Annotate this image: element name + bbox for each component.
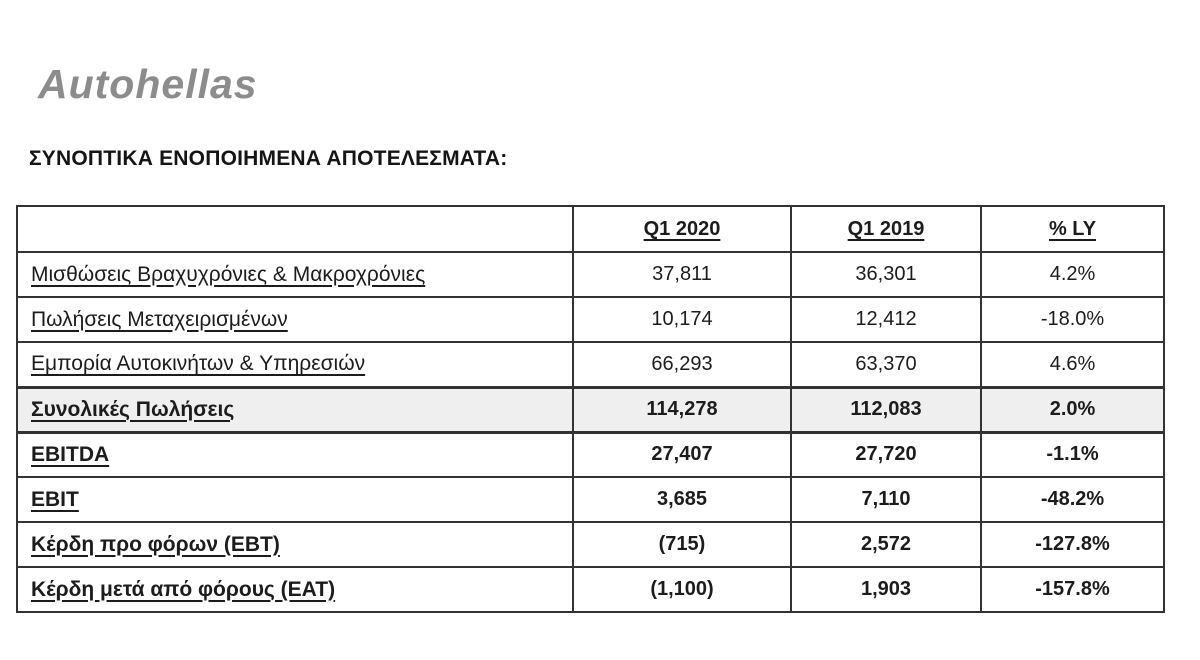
row-label: EBITDA (16, 431, 574, 478)
table-row: Πωλήσεις Μεταχειρισμένων 10,174 12,412 -18.… (16, 296, 1165, 343)
value-pct-ly: -48.2% (980, 476, 1165, 523)
table-row: EBIT 3,685 7,110 -48.2% (16, 476, 1165, 523)
table-row: Μισθώσεις Βραχυχρόνιες & Μακροχρόνιες 37,… (16, 251, 1165, 298)
value-pct-ly: -1.1% (980, 431, 1165, 478)
value-q1-2019: 1,903 (790, 566, 982, 613)
value-q1-2020: 10,174 (572, 296, 792, 343)
header-q1-2019: Q1 2019 (790, 205, 982, 253)
value-q1-2020: (715) (572, 521, 792, 568)
value-pct-ly: 4.6% (980, 341, 1165, 388)
value-q1-2020: 37,811 (572, 251, 792, 298)
header-empty-cell (16, 205, 574, 253)
table-row: Εμπορία Αυτοκινήτων & Υπηρεσιών 66,293 63,… (16, 341, 1165, 388)
value-pct-ly: -18.0% (980, 296, 1165, 343)
value-q1-2020: 114,278 (572, 385, 792, 434)
report-heading: ΣΥΝΟΠΤΙΚΑ ΕΝΟΠΟΙΗΜΕΝΑ ΑΠΟΤΕΛΕΣΜΑΤΑ: (29, 147, 508, 170)
autohellas-logo: Autohellas (38, 61, 258, 107)
value-pct-ly: -127.8% (980, 521, 1165, 568)
value-q1-2020: 66,293 (572, 341, 792, 388)
row-label: Συνολικές Πωλήσεις (16, 385, 574, 434)
row-label: Εμπορία Αυτοκινήτων & Υπηρεσιών (16, 341, 574, 388)
value-pct-ly: -157.8% (980, 566, 1165, 613)
value-q1-2019: 2,572 (790, 521, 982, 568)
value-q1-2020: 27,407 (572, 431, 792, 478)
value-q1-2019: 63,370 (790, 341, 982, 388)
value-q1-2019: 112,083 (790, 385, 982, 434)
row-label: Κέρδη προ φόρων (EBT) (16, 521, 574, 568)
table-row: EBITDA 27,407 27,720 -1.1% (16, 431, 1165, 478)
table-row: Κέρδη μετά από φόρους (EAT) (1,100) 1,903-… (16, 566, 1165, 613)
row-label: EBIT (16, 476, 574, 523)
row-label: Κέρδη μετά από φόρους (EAT) (16, 566, 574, 613)
table-header-row: Q1 2020 Q1 2019 % LY (16, 205, 1165, 253)
row-label: Μισθώσεις Βραχυχρόνιες & Μακροχρόνιες (16, 251, 574, 298)
value-q1-2020: 3,685 (572, 476, 792, 523)
value-q1-2019: 36,301 (790, 251, 982, 298)
results-table: Q1 2020 Q1 2019 % LY Μισθώσεις Βραχυχρόν… (16, 205, 1165, 613)
header-q1-2020: Q1 2020 (572, 205, 792, 253)
value-q1-2019: 12,412 (790, 296, 982, 343)
value-pct-ly: 4.2% (980, 251, 1165, 298)
header-pct-ly: % LY (980, 205, 1165, 253)
value-q1-2019: 7,110 (790, 476, 982, 523)
table-row: Συνολικές Πωλήσεις 114,278 112,083 2.0% (16, 385, 1165, 434)
value-pct-ly: 2.0% (980, 385, 1165, 434)
value-q1-2020: (1,100) (572, 566, 792, 613)
table-row: Κέρδη προ φόρων (EBT) (715) 2,572 -127.8% (16, 521, 1165, 568)
row-label: Πωλήσεις Μεταχειρισμένων (16, 296, 574, 343)
value-q1-2019: 27,720 (790, 431, 982, 478)
